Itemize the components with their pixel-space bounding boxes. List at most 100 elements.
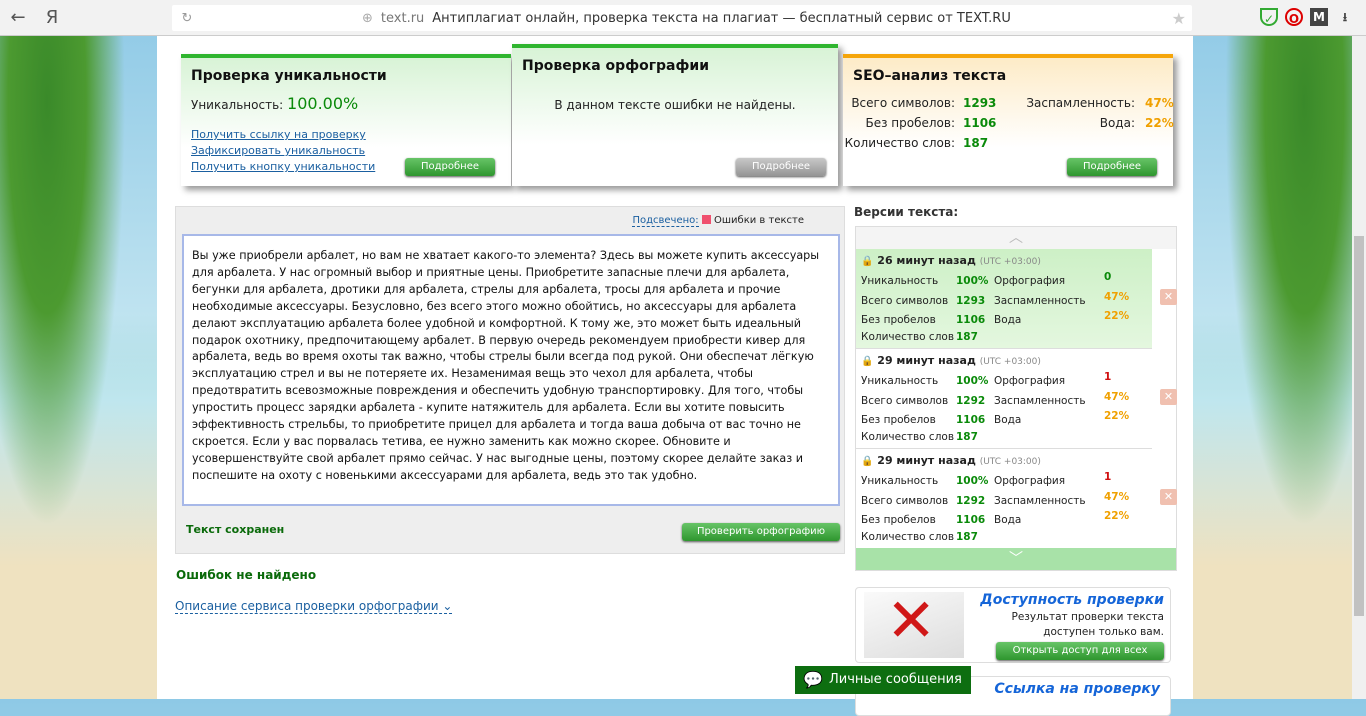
yandex-button[interactable]: Я: [45, 7, 59, 28]
version-item[interactable]: 🔒 26 минут назад (UTC +03:00) Уникальност…: [856, 249, 1152, 349]
back-button[interactable]: ←: [10, 7, 26, 28]
version-stat: Всего символов: [861, 495, 949, 507]
version-item[interactable]: 🔒 29 минут назад (UTC +03:00) Уникальност…: [856, 449, 1152, 549]
uniqueness-title: Проверка уникальности: [191, 68, 387, 84]
uniqueness-details-button[interactable]: Подробнее: [405, 158, 495, 176]
spelling-details-button[interactable]: Подробнее: [736, 158, 826, 176]
seo-card: SEO–анализ текста Всего символов: 1293 Б…: [843, 54, 1174, 186]
version-stat: Заспамленность: [994, 395, 1086, 407]
get-button-link[interactable]: Получить кнопку уникальности: [191, 160, 376, 173]
check-spelling-button[interactable]: Проверить орфографию: [682, 523, 840, 541]
uniqueness-value: 100.00%: [287, 94, 359, 113]
open-access-button[interactable]: Открыть доступ для всех: [996, 642, 1164, 660]
delete-version-button[interactable]: ✕: [1160, 389, 1177, 405]
opera-icon[interactable]: O: [1285, 8, 1303, 26]
version-header: 🔒 26 минут назад (UTC +03:00): [861, 254, 1041, 267]
seo-total-label: Всего символов:: [851, 96, 955, 110]
scrollbar[interactable]: [1352, 36, 1366, 699]
version-header: 🔒 29 минут назад (UTC +03:00): [861, 354, 1041, 367]
access-text: Результат проверки текста доступен тольк…: [1011, 611, 1164, 638]
version-stat: 47%: [1104, 391, 1130, 403]
red-x-icon: ✕: [886, 586, 937, 656]
version-stat: Заспамленность: [994, 495, 1086, 507]
chevron-down-icon: ⌄: [442, 599, 453, 613]
version-stat: 1106: [956, 514, 986, 526]
address-bar[interactable]: ↻ ⊕ text.ru Антиплагиат онлайн, проверка…: [172, 5, 1192, 31]
delete-version-button[interactable]: ✕: [1160, 489, 1177, 505]
version-stat: 22%: [1104, 410, 1130, 422]
version-stat: Количество слов: [861, 531, 955, 543]
reload-icon[interactable]: ↻: [181, 10, 193, 26]
version-stat: 187: [956, 431, 978, 443]
version-timezone: (UTC +03:00): [979, 457, 1041, 467]
version-timezone: (UTC +03:00): [979, 357, 1041, 367]
version-stat: 1292: [956, 395, 986, 407]
seo-spam-label: Заспамленность:: [1026, 96, 1135, 110]
messages-button[interactable]: 💬 Личные сообщения: [795, 666, 971, 694]
page-title: Антиплагиат онлайн, проверка текста на п…: [432, 10, 1011, 26]
version-stat: 22%: [1104, 310, 1130, 322]
text-input[interactable]: Вы уже приобрели арбалет, но вам не хват…: [182, 234, 840, 506]
version-stat: 187: [956, 531, 978, 543]
get-link-link[interactable]: Получить ссылку на проверку: [191, 128, 366, 141]
error-legend-swatch: [701, 215, 711, 224]
version-stat: Уникальность: [861, 475, 939, 487]
version-stat: Без пробелов: [861, 514, 936, 526]
main-page: Проверка уникальности Уникальность: 100.…: [157, 36, 1193, 716]
version-stat: 100%: [956, 475, 989, 487]
spelling-message: В данном тексте ошибки не найдены.: [554, 98, 796, 112]
version-stat: 1: [1104, 471, 1112, 483]
messages-label: Личные сообщения: [829, 672, 962, 687]
version-time: 26 минут назад: [877, 254, 976, 267]
version-stat: 1106: [956, 314, 986, 326]
versions-title: Версии текста:: [854, 205, 959, 219]
seo-words-label: Количество слов:: [844, 136, 955, 150]
description-link-text: Описание сервиса проверки орфографии: [175, 599, 439, 613]
delete-version-button[interactable]: ✕: [1160, 289, 1177, 305]
version-header: 🔒 29 минут назад (UTC +03:00): [861, 454, 1041, 467]
version-stat: Вода: [994, 314, 1022, 326]
access-promo: ✕ Доступность проверки Результат проверк…: [855, 586, 1171, 663]
seo-details-button[interactable]: Подробнее: [1067, 158, 1157, 176]
version-stat: Уникальность: [861, 275, 939, 287]
spelling-card: Проверка орфографии В данном тексте ошиб…: [512, 44, 838, 186]
version-stat: Орфография: [994, 275, 1066, 287]
error-legend-label: Ошибки в тексте: [714, 215, 804, 226]
version-stat: 1106: [956, 414, 986, 426]
fix-uniqueness-link[interactable]: Зафиксировать уникальность: [191, 144, 366, 157]
version-stat: Вода: [994, 514, 1022, 526]
version-stat: 1292: [956, 495, 986, 507]
bookmark-star-icon[interactable]: ★: [1171, 8, 1186, 28]
scroll-up-button[interactable]: ︿: [856, 227, 1176, 249]
version-item[interactable]: 🔒 29 минут назад (UTC +03:00) Уникальност…: [856, 349, 1152, 449]
scroll-down-button[interactable]: ﹀: [856, 548, 1176, 570]
version-stat: 100%: [956, 275, 989, 287]
version-stat: 1: [1104, 371, 1112, 383]
version-stat: 0: [1104, 271, 1112, 283]
description-link[interactable]: Описание сервиса проверки орфографии ⌄: [175, 599, 453, 614]
version-time: 29 минут назад: [877, 354, 976, 367]
version-stat: Уникальность: [861, 375, 939, 387]
seo-spam-value: 47%: [1145, 96, 1174, 110]
versions-list: ︿ 🔒 26 минут назад (UTC +03:00) Уникально…: [855, 226, 1177, 571]
adguard-icon[interactable]: ✓: [1260, 8, 1278, 26]
version-stat: Всего символов: [861, 395, 949, 407]
uniqueness-card: Проверка уникальности Уникальность: 100.…: [181, 54, 511, 186]
seo-words-value: 187: [963, 136, 989, 150]
version-stat: 22%: [1104, 510, 1130, 522]
lock-icon: 🔒: [861, 456, 874, 467]
browser-toolbar: ← Я ↻ ⊕ text.ru Антиплагиат онлайн, пров…: [0, 0, 1366, 36]
seo-nospace-label: Без пробелов:: [865, 116, 955, 130]
download-icon[interactable]: ⭳: [1342, 10, 1348, 24]
lock-icon: 🔒: [861, 256, 874, 267]
lock-icon: 🔒: [861, 356, 874, 367]
version-time: 29 минут назад: [877, 454, 976, 467]
uniqueness-label: Уникальность:: [191, 98, 284, 112]
spelling-title: Проверка орфографии: [522, 58, 709, 74]
document-image: [864, 592, 964, 658]
highlight-link[interactable]: Подсвечено:: [632, 215, 699, 227]
version-stat: Орфография: [994, 375, 1066, 387]
background-left-beach: [0, 36, 157, 699]
result-message: Ошибок не найдено: [176, 568, 317, 582]
m-extension-icon[interactable]: M: [1310, 8, 1328, 26]
